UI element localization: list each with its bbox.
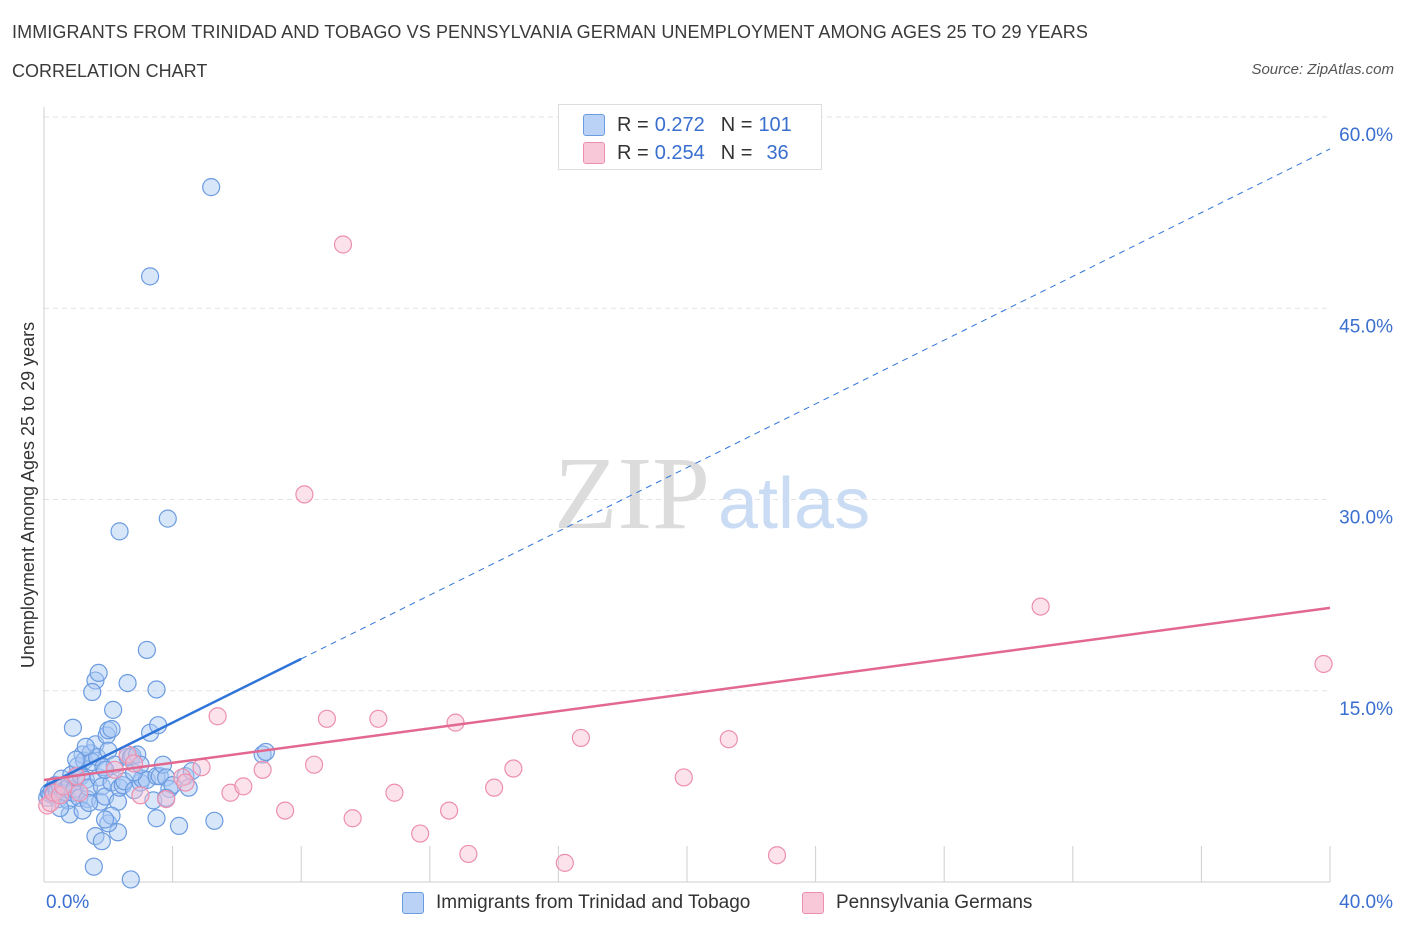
bottom-legend-swatch-pink [802, 892, 824, 914]
data-point-pennsylvania [41, 793, 60, 813]
chart-title: IMMIGRANTS FROM TRINIDAD AND TOBAGO VS P… [12, 22, 1088, 42]
y-axis-label: Unemployment Among Ages 25 to 29 years [18, 322, 38, 668]
y-axis-label-group: Unemployment Among Ages 25 to 29 years [18, 322, 38, 668]
tick-labels: 15.0% 30.0% 45.0% 60.0% 0.0% 40.0% [46, 125, 1393, 913]
bottom-legend-series2: Pennsylvania Germans [802, 888, 1032, 918]
gridlines [44, 116, 1330, 692]
data-point-trinidad [140, 267, 160, 286]
data-point-trinidad [147, 809, 166, 828]
data-point-pennsylvania [411, 824, 430, 843]
data-point-trinidad [169, 816, 189, 836]
data-point-pennsylvania [173, 768, 192, 787]
legend-swatch-pink [583, 142, 605, 164]
data-point-pennsylvania [343, 809, 362, 828]
data-point-pennsylvania [333, 235, 353, 254]
data-point-pennsylvania [253, 760, 272, 779]
legend-r-value-1: 0.272 [654, 113, 705, 136]
data-point-trinidad [202, 178, 221, 197]
data-point-trinidad [110, 522, 129, 541]
data-point-trinidad [89, 663, 108, 683]
axes [43, 107, 1331, 883]
data-point-pennsylvania [131, 786, 150, 805]
chart-subtitle: CORRELATION CHART [12, 61, 208, 81]
data-point-pennsylvania [317, 709, 337, 728]
legend-r-value-2: 0.254 [654, 141, 705, 164]
data-point-pennsylvania [70, 783, 89, 802]
data-point-trinidad [150, 767, 169, 786]
data-point-trinidad [63, 718, 83, 737]
bottom-legend-label-2: Pennsylvania Germans [836, 892, 1033, 913]
y-tick-label: 45.0% [1339, 316, 1393, 337]
data-point-pennsylvania [304, 755, 324, 774]
watermark: ZIP atlas [554, 436, 870, 551]
y-tick-label: 30.0% [1339, 508, 1393, 529]
legend-row-series1: R = 0.272 N = 101 [583, 113, 792, 137]
legend-r-label: R = [617, 113, 649, 136]
data-point-pennsylvania [439, 801, 459, 820]
legend-n-value-1: 101 [758, 113, 792, 136]
trend-line-trinidad-extrapolated [300, 148, 1331, 660]
data-point-pennsylvania [1314, 654, 1333, 674]
legend-row-series2: R = 0.254 N = 36 [583, 141, 789, 165]
data-point-trinidad [102, 719, 121, 739]
data-point-trinidad [67, 750, 86, 769]
trend-line-trinidad [43, 657, 302, 788]
legend-n-label: N = [720, 141, 753, 164]
data-point-trinidad [104, 700, 123, 719]
data-point-pennsylvania [719, 730, 738, 749]
data-point-trinidad [158, 509, 177, 528]
series-pennsylvania-points [38, 235, 1333, 872]
data-point-pennsylvania [571, 728, 591, 748]
data-point-pennsylvania [234, 777, 253, 796]
bottom-legend-swatch-blue [402, 892, 424, 914]
data-point-trinidad [205, 811, 224, 830]
data-point-pennsylvania [767, 846, 787, 865]
data-point-trinidad [95, 810, 115, 829]
data-point-trinidad [182, 761, 201, 781]
bottom-legend-series1: Immigrants from Trinidad and Tobago [402, 888, 750, 918]
legend-swatch-blue [583, 114, 605, 136]
watermark-zip: ZIP [554, 436, 710, 551]
data-point-pennsylvania [446, 713, 465, 732]
data-point-pennsylvania [369, 709, 388, 728]
series-trinidad-points [38, 178, 275, 889]
data-point-trinidad [147, 680, 166, 699]
data-point-pennsylvania [176, 773, 195, 792]
legend-box: R = 0.272 N = 101 R = 0.254 N = 36 [558, 104, 822, 170]
y-tick-label: 60.0% [1339, 125, 1393, 146]
data-point-trinidad [84, 857, 103, 876]
data-point-trinidad [121, 870, 140, 889]
watermark-atlas: atlas [718, 464, 870, 544]
x-tick-label-min: 0.0% [46, 892, 89, 913]
trend-line-pennsylvania [43, 606, 1331, 782]
legend-n-value-2: 36 [766, 141, 789, 164]
data-point-pennsylvania [504, 759, 523, 778]
data-point-pennsylvania [459, 844, 478, 864]
data-point-pennsylvania [485, 778, 504, 797]
data-point-pennsylvania [157, 790, 176, 809]
legend-r-label: R = [617, 141, 649, 164]
y-tick-label: 15.0% [1339, 699, 1393, 720]
trend-lines [43, 148, 1331, 788]
data-point-trinidad [137, 640, 156, 660]
data-point-pennsylvania [385, 783, 404, 802]
x-tick-label-max: 40.0% [1339, 892, 1393, 913]
data-point-pennsylvania [555, 853, 574, 872]
data-point-pennsylvania [1031, 597, 1050, 616]
data-point-pennsylvania [192, 758, 211, 777]
data-point-pennsylvania [295, 485, 314, 504]
chart-source: Source: ZipAtlas.com [1251, 61, 1394, 78]
data-point-pennsylvania [674, 768, 693, 787]
bottom-legend-label-1: Immigrants from Trinidad and Tobago [436, 892, 751, 913]
data-point-trinidad [92, 832, 111, 851]
data-point-pennsylvania [276, 801, 295, 820]
legend-n-label: N = [720, 113, 753, 136]
data-point-trinidad [118, 673, 137, 693]
data-point-trinidad [76, 737, 95, 756]
data-point-trinidad [83, 682, 102, 702]
data-point-pennsylvania [208, 707, 227, 726]
